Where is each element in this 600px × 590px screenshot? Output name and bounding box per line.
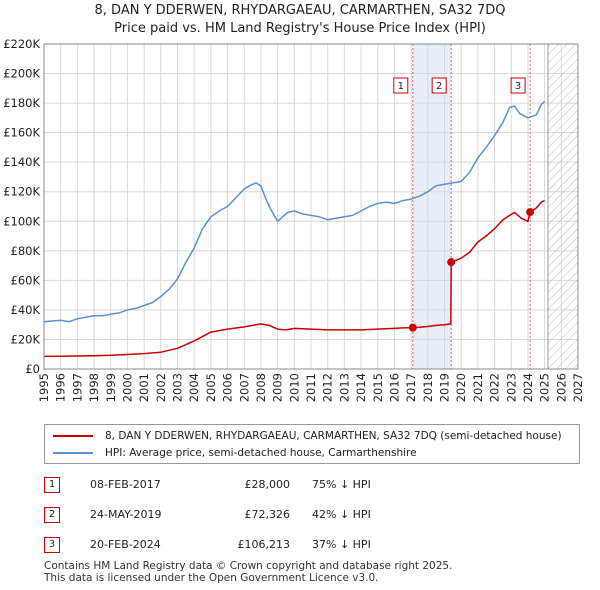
sale-3-badge-label: 3 bbox=[515, 81, 521, 92]
x-tick-label: 2012 bbox=[321, 373, 335, 402]
y-tick-label: £100K bbox=[3, 214, 40, 228]
y-tick-label: £160K bbox=[3, 126, 40, 140]
property-line-swatch bbox=[53, 435, 93, 437]
x-tick-label: 2019 bbox=[438, 373, 452, 402]
x-tick-label: 2000 bbox=[120, 373, 134, 402]
sale-1-badge-box bbox=[393, 77, 409, 94]
y-tick-label: £220K bbox=[3, 37, 40, 51]
transaction-price: £106,213 bbox=[237, 538, 291, 551]
x-tick-label: 2015 bbox=[371, 373, 385, 402]
x-tick-label: 2008 bbox=[254, 373, 268, 402]
x-tick-label: 1999 bbox=[104, 373, 118, 402]
x-tick-label: 1997 bbox=[70, 373, 84, 402]
x-tick-label: 2025 bbox=[538, 373, 552, 402]
x-tick-label: 2013 bbox=[337, 373, 351, 402]
x-tick-label: 2002 bbox=[154, 373, 168, 402]
x-tick-label: 2006 bbox=[221, 373, 235, 402]
x-tick-label: 1996 bbox=[54, 373, 68, 402]
hpi-series-line bbox=[43, 101, 546, 323]
transaction-date: 20-FEB-2024 bbox=[90, 538, 161, 551]
transaction-hpi-diff: 42% ↓ HPI bbox=[312, 508, 371, 521]
sale-2-point bbox=[447, 258, 456, 267]
legend-hpi-label: HPI: Average price, semi-detached house,… bbox=[105, 447, 417, 459]
transaction-number-badge: 1 bbox=[44, 477, 60, 493]
future-hatched-region bbox=[547, 44, 578, 369]
y-tick-label: £120K bbox=[3, 185, 40, 199]
x-tick-label: 1998 bbox=[87, 373, 101, 402]
sale-3-point bbox=[526, 208, 535, 217]
chart-plot: £0 £20K £40K £60K £80K £100K £120K £140K £160K £1… bbox=[3, 37, 585, 402]
transaction-price: £72,326 bbox=[244, 508, 291, 521]
y-tick-label: £60K bbox=[11, 273, 41, 287]
footer-attribution: Contains HM Land Registry data © Crown c… bbox=[44, 560, 452, 584]
title-line-1: 8, DAN Y DDERWEN, RHYDARGAEAU, CARMARTHE… bbox=[94, 3, 506, 18]
x-tick-label: 2007 bbox=[237, 373, 251, 402]
x-tick-label: 2016 bbox=[387, 373, 401, 402]
legend: 8, DAN Y DDERWEN, RHYDARGAEAU, CARMARTHE… bbox=[44, 424, 580, 464]
x-tick-label: 2009 bbox=[271, 373, 285, 402]
footer-copyright: Contains HM Land Registry data © Crown c… bbox=[44, 560, 453, 572]
property-series-line bbox=[43, 199, 545, 358]
x-tick-label: 2014 bbox=[354, 373, 368, 402]
legend-item-property: 8, DAN Y DDERWEN, RHYDARGAEAU, CARMARTHE… bbox=[53, 428, 562, 444]
y-tick-label: £180K bbox=[3, 96, 40, 110]
x-tick-label: 2018 bbox=[421, 373, 435, 402]
transaction-row: 3 20-FEB-2024 £106,213 37% ↓ HPI bbox=[44, 534, 464, 556]
transaction-date: 24-MAY-2019 bbox=[90, 508, 162, 521]
y-tick-label: £140K bbox=[3, 155, 40, 169]
x-tick-label: 2024 bbox=[521, 373, 535, 402]
x-tick-label: 2011 bbox=[304, 373, 318, 402]
x-tick-label: 2004 bbox=[187, 373, 201, 402]
x-tick-label: 2023 bbox=[504, 373, 518, 402]
legend-property-label: 8, DAN Y DDERWEN, RHYDARGAEAU, CARMARTHE… bbox=[105, 430, 562, 442]
x-tick-label: 2003 bbox=[171, 373, 185, 402]
transaction-hpi-diff: 75% ↓ HPI bbox=[312, 478, 371, 491]
x-tick-label: 1995 bbox=[37, 373, 51, 402]
footer-licence: This data is licensed under the Open Gov… bbox=[44, 572, 379, 584]
sale-1-badge-label: 1 bbox=[398, 81, 404, 92]
y-tick-label: £200K bbox=[3, 67, 40, 81]
y-tick-label: £80K bbox=[11, 244, 41, 258]
plot-frame bbox=[43, 43, 579, 370]
hpi-line-swatch bbox=[53, 452, 93, 454]
sale-1-point bbox=[408, 323, 417, 332]
sale-2-badge-box bbox=[431, 77, 447, 94]
sale-2-badge-label: 2 bbox=[436, 81, 442, 92]
x-tick-label: 2010 bbox=[287, 373, 301, 402]
transaction-row: 2 24-MAY-2019 £72,326 42% ↓ HPI bbox=[44, 504, 464, 526]
transaction-row: 1 08-FEB-2017 £28,000 75% ↓ HPI bbox=[44, 474, 464, 496]
transaction-number-badge: 3 bbox=[44, 537, 60, 553]
chart-title: 8, DAN Y DDERWEN, RHYDARGAEAU, CARMARTHE… bbox=[0, 2, 600, 38]
subtitle-line-2: Price paid vs. HM Land Registry's House … bbox=[114, 21, 486, 36]
y-tick-label: £0 bbox=[25, 362, 40, 376]
transaction-hpi-diff: 37% ↓ HPI bbox=[312, 538, 371, 551]
x-tick-label: 2027 bbox=[571, 373, 585, 402]
legend-item-hpi: HPI: Average price, semi-detached house,… bbox=[53, 445, 417, 461]
x-tick-label: 2001 bbox=[137, 373, 151, 402]
transaction-date: 08-FEB-2017 bbox=[90, 478, 161, 491]
x-tick-label: 2021 bbox=[471, 373, 485, 402]
transaction-number-badge: 2 bbox=[44, 507, 60, 523]
y-tick-label: £20K bbox=[11, 332, 41, 346]
x-tick-label: 2022 bbox=[488, 373, 502, 402]
transaction-price: £28,000 bbox=[244, 478, 291, 491]
x-tick-label: 2020 bbox=[454, 373, 468, 402]
x-tick-label: 2026 bbox=[554, 373, 568, 402]
y-tick-label: £40K bbox=[11, 303, 41, 317]
x-tick-label: 2017 bbox=[404, 373, 418, 402]
x-tick-label: 2005 bbox=[204, 373, 218, 402]
sale-3-badge-box bbox=[510, 77, 526, 94]
